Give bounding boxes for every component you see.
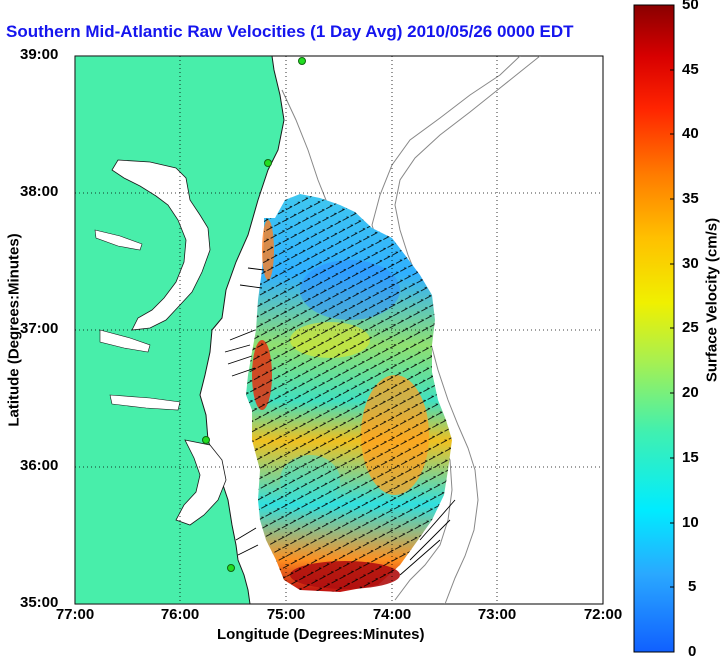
radar-site-marker — [227, 564, 235, 572]
river-inlet — [94, 229, 143, 251]
colorbar-tick-label: 40 — [682, 125, 699, 142]
current-vectors — [246, 194, 452, 592]
x-tick-label: 73:00 — [477, 606, 517, 623]
radar-site-marker — [264, 159, 272, 167]
colorbar-tick-label: 25 — [682, 319, 699, 336]
x-tick-label: 75:00 — [266, 606, 306, 623]
river-inlet — [109, 394, 181, 411]
colorbar-tick-label: 10 — [682, 514, 699, 531]
map-title: Southern Mid-Atlantic Raw Velocities (1 … — [6, 22, 574, 41]
x-tick-label: 74:00 — [372, 606, 412, 623]
x-tick-label: 76:00 — [160, 606, 200, 623]
colorbar-tick-label: 0 — [688, 643, 697, 660]
y-tick-label: 36:00 — [20, 457, 59, 474]
radar-site-marker — [202, 436, 210, 444]
radar-sites — [202, 57, 306, 572]
y-tick-label: 39:00 — [20, 46, 59, 63]
y-tick-label: 35:00 — [20, 594, 59, 611]
pamlico-sound — [175, 439, 227, 526]
river-inlet — [99, 329, 151, 353]
colorbar-tick-label: 5 — [688, 578, 697, 595]
x-tick-label: 72:00 — [583, 606, 623, 623]
x-axis-label: Longitude (Degrees:Minutes) — [217, 626, 425, 643]
colorbar-tick-label: 35 — [682, 190, 699, 207]
colorbar-ticks — [670, 4, 674, 653]
colorbar-tick-label: 20 — [682, 384, 699, 401]
grid-lines — [75, 56, 603, 604]
y-tick-label: 38:00 — [20, 183, 59, 200]
colorbar-tick-label: 45 — [682, 61, 699, 78]
colorbar-label: Surface Velocity (cm/s) — [703, 217, 721, 383]
colorbar — [633, 4, 675, 653]
x-tick-label: 77:00 — [55, 606, 95, 623]
radar-site-marker — [298, 57, 306, 65]
stray-vectors — [224, 267, 456, 576]
colorbar-tick-label: 50 — [682, 0, 699, 13]
colorbar-tick-label: 30 — [682, 255, 699, 272]
colorbar-tick-label: 15 — [682, 449, 699, 466]
y-tick-label: 37:00 — [20, 320, 59, 337]
